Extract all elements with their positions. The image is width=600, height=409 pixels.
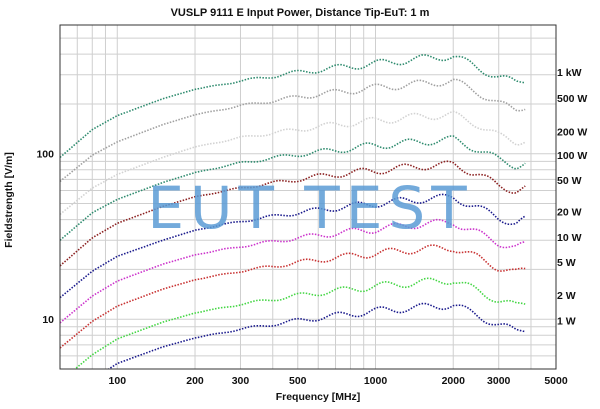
series-line [60,218,526,324]
series-line [60,110,526,216]
series-label: 10 W [557,232,582,244]
series-label: 200 W [557,126,587,138]
series-label: 50 W [557,175,582,187]
series-line [60,54,526,159]
series-line [60,160,526,267]
series-label: 500 W [557,93,587,105]
series-line [107,302,526,369]
x-tick-label: 3000 [487,375,511,387]
y-tick-label: 100 [36,149,54,161]
y-axis-label: Fieldstrength [V/m] [3,152,15,248]
series-line [60,135,526,241]
x-tick-label: 5000 [544,375,568,387]
series-line [60,78,526,183]
series-line [73,277,526,369]
x-tick-label: 500 [289,375,307,387]
series-label: 20 W [557,207,582,219]
series-line [60,244,526,349]
x-tick-label: 2000 [442,375,466,387]
series-group [60,54,526,369]
watermark: EUT TEST [147,174,472,242]
series-label: 2 W [557,290,576,302]
series-label: 5 W [557,257,576,269]
x-tick-label: 200 [186,375,204,387]
x-tick-label: 100 [109,375,127,387]
x-axis-label: Frequency [MHz] [276,391,361,403]
series-line [60,193,526,299]
x-tick-label: 300 [232,375,250,387]
series-label: 1 kW [557,67,582,79]
chart-title: VUSLP 9111 E Input Power, Distance Tip-E… [171,7,430,19]
plot-frame [59,24,557,370]
y-tick-label: 10 [42,314,54,326]
series-label: 1 W [557,315,576,327]
series-labels: 1 kW 500 W 200 W 100 W 50 W 20 W 10 W 5 W 2 W 1 W [557,67,587,328]
series-label: 100 W [557,150,587,162]
x-tick-labels: 100 200 300 500 1000 2000 3000 5000 [109,375,568,387]
y-tick-labels: 10 100 [36,149,54,326]
x-tick-label: 1000 [364,375,388,387]
